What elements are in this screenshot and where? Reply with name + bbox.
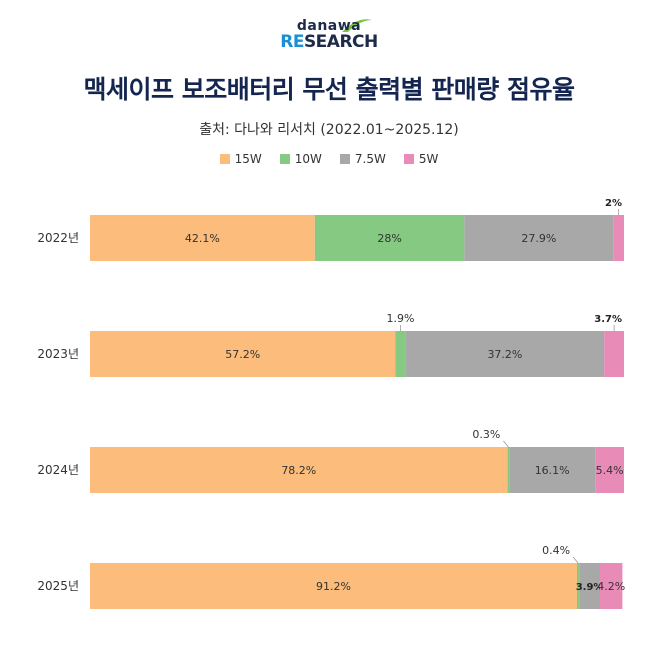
bar-segment [90,331,396,377]
data-label: 3.9% [576,582,604,593]
chart-subtitle: 출처: 다나와 리서치 (2022.01~2025.12) [199,122,459,138]
legend-item-5w: 5W [403,152,439,166]
legend-label-5w: 5W [418,152,439,166]
leader-line [503,440,509,448]
data-label: 2% [605,198,622,209]
legend-item-7-5w: 7.5W [339,152,386,166]
bar-segment [405,331,605,377]
legend-swatch-15w [219,154,230,164]
data-label: 1.9% [387,312,415,325]
logo-text-small: danawa [296,18,362,34]
legend-label-15w: 15W [234,152,262,166]
data-label: 4.2% [597,580,625,593]
data-label: 27.9% [521,232,556,245]
legend-swatch-5w [403,154,414,164]
bar-segment [395,331,406,377]
data-label: 5.4% [596,464,624,477]
y-tick-label: 2024년 [37,463,79,477]
chart-title: 맥세이프 보조배터리 무선 출력별 판매량 점유율 [83,75,575,104]
y-tick-label: 2022년 [37,231,79,245]
bar-segment [314,215,465,261]
bar-segment [579,563,600,609]
data-label: 16.1% [535,464,570,477]
leader-line [572,556,579,564]
logo-swoosh-icon [342,19,372,32]
data-label: 42.1% [185,232,220,245]
logo-text-accent: RE [280,32,304,52]
bar-segment [90,215,315,261]
legend-swatch-7-5w [339,154,350,164]
data-label: 0.4% [542,544,570,557]
bar-segment [599,563,623,609]
legend-item-15w: 15W [219,152,262,166]
legend: 15W 10W 7.5W 5W [0,152,658,166]
bar-segment [613,215,624,261]
logo-text-big: RESEARCH [0,32,658,52]
data-label: 3.7% [594,314,622,325]
bar-segment [507,447,510,493]
legend-label-10w: 10W [294,152,322,166]
y-tick-label: 2023년 [37,347,79,361]
data-label: 37.2% [487,348,522,361]
bar-segment [577,563,580,609]
logo-text-rest: SEARCH [303,32,378,52]
legend-swatch-10w [279,154,290,164]
bar-segment [90,563,578,609]
data-label: 57.2% [225,348,260,361]
bar-segment [604,331,624,377]
legend-item-10w: 10W [279,152,322,166]
y-tick-label: 2025년 [37,579,79,593]
data-label: 0.3% [472,428,500,441]
bar-segment [90,447,508,493]
data-label: 28% [377,232,401,245]
bar-segment [595,447,624,493]
legend-label-7-5w: 7.5W [354,152,386,166]
data-label: 91.2% [316,580,351,593]
bar-segment [509,447,596,493]
bar-segment [464,215,614,261]
data-label: 78.2% [281,464,316,477]
